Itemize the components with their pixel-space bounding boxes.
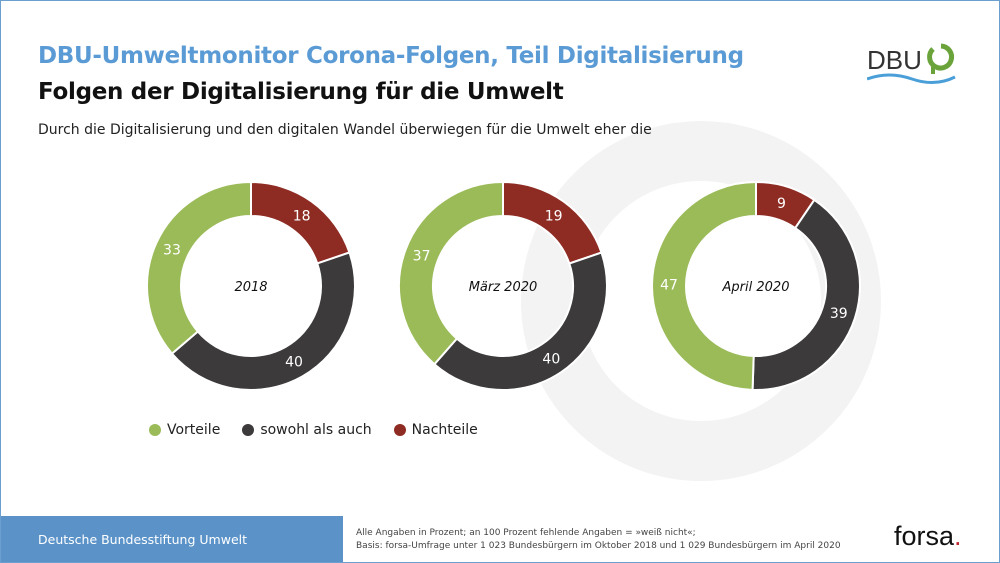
legend-item-sowohl: sowohl als auch — [242, 422, 372, 438]
footer-notes: Alle Angaben in Prozent; an 100 Prozent … — [356, 527, 841, 553]
svg-text:DBU: DBU — [867, 45, 922, 75]
data-label: 37 — [413, 248, 431, 264]
donut-slice-vorteile — [651, 180, 757, 391]
donut-slice-vorteile — [146, 180, 252, 356]
data-label: 39 — [830, 306, 848, 322]
note-line: Basis: forsa-Umfrage unter 1 023 Bundesb… — [356, 541, 841, 551]
legend-item-nachteile: Nachteile — [393, 422, 478, 438]
legend-label: sowohl als auch — [260, 422, 372, 438]
footer-organization: Deutsche Bundesstiftung Umwelt — [1, 516, 343, 562]
donut-slice-sowohl-als-auch — [433, 251, 608, 391]
legend: Vorteile sowohl als auch Nachteile — [149, 422, 478, 438]
data-label: 40 — [285, 355, 303, 371]
donut-slice-vorteile — [398, 180, 504, 366]
legend-swatch — [393, 424, 406, 436]
donut-slice-sowohl-als-auch — [751, 198, 861, 391]
data-label: 18 — [293, 208, 311, 224]
note-line: Alle Angaben in Prozent; an 100 Prozent … — [356, 528, 696, 538]
survey-question: Durch die Digitalisierung und den digita… — [38, 122, 652, 138]
data-label: 40 — [542, 351, 560, 367]
dbu-logo: DBU — [867, 43, 956, 84]
donut-slice-sowohl-als-auch — [170, 251, 356, 391]
page-subtitle: Folgen der Digitalisierung für die Umwel… — [38, 79, 564, 105]
donut-center-label: 2018 — [234, 280, 267, 295]
legend-label: Nachteile — [411, 422, 478, 438]
donut-center-label: März 2020 — [469, 280, 538, 295]
legend-label: Vorteile — [167, 422, 221, 438]
legend-item-vorteile: Vorteile — [149, 422, 220, 438]
page-title: DBU-Umweltmonitor Corona-Folgen, Teil Di… — [38, 43, 744, 69]
data-label: 47 — [660, 278, 678, 294]
data-label: 19 — [545, 208, 563, 224]
forsa-logo: forsa. — [894, 521, 962, 551]
legend-swatch — [242, 424, 255, 436]
data-label: 33 — [163, 243, 181, 259]
legend-swatch — [149, 424, 161, 436]
donut-center-label: April 2020 — [722, 280, 790, 295]
data-label: 9 — [777, 196, 786, 212]
